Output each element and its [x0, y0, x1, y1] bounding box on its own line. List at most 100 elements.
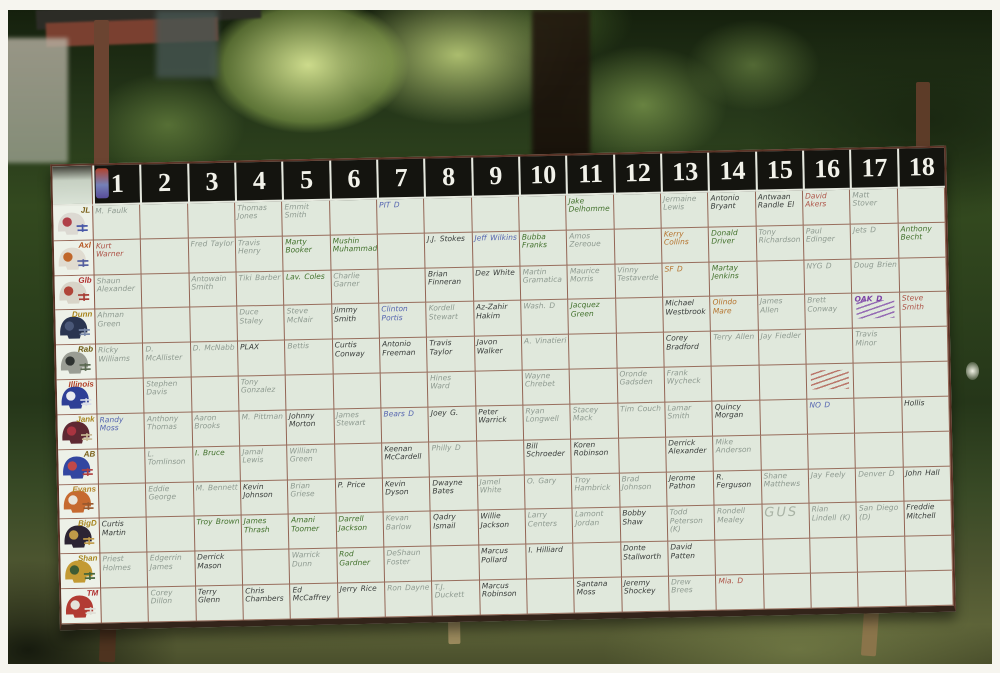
- draft-cell: [810, 537, 859, 574]
- draft-cell: James Stewart: [334, 408, 383, 445]
- draft-cell: Jets D: [850, 223, 900, 260]
- draft-cell: Brad Johnson: [619, 472, 668, 509]
- draft-cell: Mushin Muhammad: [330, 234, 379, 271]
- draft-cell: Chris Chambers: [243, 584, 292, 621]
- draft-cell: Rian Lindell (K): [809, 503, 858, 539]
- draft-cell: [101, 587, 150, 624]
- draft-cell: Jerry Rice: [337, 582, 386, 619]
- draft-cell: Denver D: [856, 467, 905, 504]
- draft-cell: Bubba Franks: [519, 230, 568, 267]
- draft-cell: Martay Jenkins: [709, 261, 758, 298]
- round-number-header: 9: [470, 156, 519, 198]
- draft-cell: Steve Smith: [899, 292, 948, 328]
- draft-cell: Quincy Morgan: [712, 400, 761, 437]
- team-row-label: Shan: [77, 553, 98, 564]
- draft-cell: M. Faulk: [93, 204, 142, 241]
- draft-cell: David Patten: [668, 540, 717, 577]
- draft-board: 1 2 3 4 5 6 7 8 9 10 11 12 13 14 15 16 17 18 JL M. Faulk Th…: [50, 145, 956, 631]
- team-row-label: BigD: [77, 519, 97, 529]
- team-row-label-cell: Evans: [58, 484, 100, 520]
- round-number-header: 14: [707, 151, 756, 193]
- draft-cell: Amani Toomer: [288, 514, 337, 550]
- draft-cell: SF D: [662, 262, 711, 299]
- draft-cell: Marty Booker: [283, 235, 332, 272]
- draft-cell: Martin Gramatica: [520, 265, 569, 302]
- draft-cell: [905, 570, 954, 607]
- draft-cell: Derrick Mason: [195, 550, 244, 587]
- helmet-sticker: [95, 168, 109, 199]
- draft-cell: Anthony Thomas: [144, 412, 193, 449]
- round-number-header: 6: [328, 159, 378, 201]
- draft-cell: P. Price: [335, 478, 384, 515]
- draft-cell: [141, 238, 190, 275]
- draft-cell: [573, 542, 622, 579]
- draft-cell: Tim Couch: [618, 402, 667, 439]
- team-row-label-cell: BigD: [59, 518, 101, 555]
- draft-cell: [569, 368, 619, 405]
- draft-cell: [760, 434, 809, 471]
- draft-cell: PIT D: [377, 198, 426, 235]
- draft-cell: Jay Fiedler: [758, 329, 807, 366]
- draft-cell: William Green: [287, 444, 336, 481]
- round-number-header: 17: [849, 148, 898, 190]
- draft-cell: [614, 228, 663, 265]
- draft-cell: Vinny Testaverde: [615, 263, 664, 300]
- draft-cell: [759, 364, 808, 401]
- round-number-header: 3: [186, 162, 236, 204]
- white-flower: [966, 362, 979, 380]
- draft-cell: Matt Stover: [850, 188, 899, 225]
- round-number-header: 8: [423, 157, 472, 199]
- round-number-header: 1: [92, 164, 141, 206]
- draft-cell: Brett Conway: [805, 294, 854, 330]
- draft-cell: Donte Stallworth: [620, 541, 669, 578]
- draft-cell: David Akers: [802, 189, 851, 226]
- team-row-label: Evans: [72, 484, 97, 494]
- draft-cell: D. McNabb: [190, 341, 239, 378]
- draft-cell: Santana Moss: [574, 577, 623, 614]
- draft-cell: San Diego (D): [856, 502, 905, 538]
- draft-cell: M. Pittman: [239, 410, 288, 447]
- draft-cell: L. Tomlinson: [145, 447, 194, 484]
- draft-cell: Kordell Stewart: [426, 302, 475, 338]
- draft-cell: [141, 273, 190, 310]
- draft-cell: [98, 448, 147, 485]
- draft-cell: Ahman Green: [95, 309, 144, 345]
- draft-cell: Koren Robinson: [571, 438, 620, 475]
- football-helmet-icon: [57, 212, 88, 235]
- draft-cell: Shaun Alexander: [94, 274, 143, 311]
- draft-cell: Tiki Barber: [236, 271, 285, 308]
- draft-cell: Dwayne Bates: [430, 476, 479, 513]
- draft-cell: [897, 187, 946, 224]
- draft-cell: Jay Feely: [808, 468, 857, 505]
- round-number-header: 7: [376, 158, 425, 200]
- round-number-header: 5: [281, 160, 330, 202]
- draft-cell: NYG D: [804, 259, 853, 296]
- draft-cell: [527, 578, 576, 615]
- draft-cell: Thomas Jones: [235, 201, 284, 238]
- draft-cell: Derrick Alexander: [666, 436, 715, 473]
- draft-cell: [187, 202, 236, 239]
- draft-cell: [806, 363, 855, 400]
- team-row-label: Glb: [78, 275, 92, 285]
- draft-cell: Larry Centers: [525, 509, 574, 545]
- draft-cell: Olindo Mare: [710, 296, 759, 332]
- draft-cell: [146, 516, 196, 553]
- draft-cell: Rondell Mealey: [714, 505, 763, 541]
- draft-cell: Ricky Williams: [96, 343, 145, 380]
- draft-cell: R. Ferguson: [714, 470, 763, 507]
- draft-cell: Dez White: [473, 266, 522, 303]
- draft-cell: Steve McNair: [284, 305, 333, 341]
- football-helmet-icon: [60, 351, 91, 374]
- draft-cell: Kevin Dyson: [382, 477, 431, 514]
- draft-cell: [757, 260, 806, 297]
- draft-cell: Clinton Portis: [379, 303, 428, 339]
- draft-cell: NO D: [807, 398, 856, 435]
- football-helmet-icon: [64, 525, 95, 549]
- draft-cell: T.J. Duckett: [432, 580, 481, 617]
- team-row-label-cell: Jank: [57, 414, 99, 451]
- draft-cell: Bobby Shaw: [620, 507, 669, 543]
- shed-panel: [156, 10, 218, 78]
- team-row-label-cell: Dunn: [55, 310, 97, 346]
- round-number-header: 15: [754, 150, 803, 192]
- team-row-label-cell: Glb: [54, 275, 96, 311]
